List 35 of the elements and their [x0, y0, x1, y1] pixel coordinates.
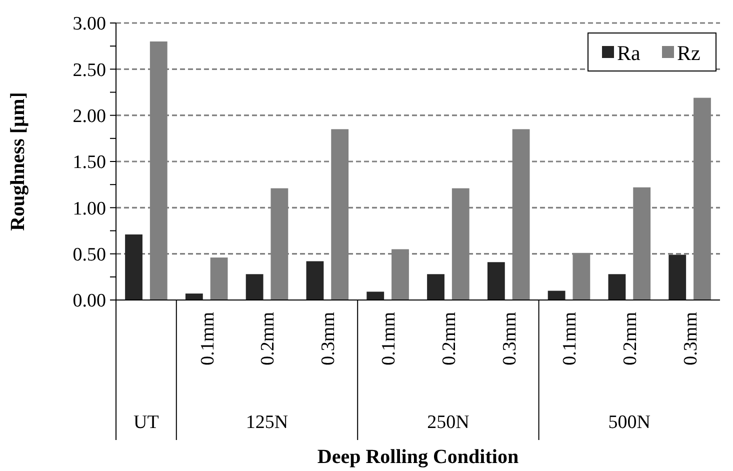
- bar: [668, 254, 686, 300]
- y-tick-label: 0.00: [72, 290, 106, 312]
- y-axis-title: Roughness [µm]: [7, 92, 29, 231]
- x-tick-label: 0.2mm: [438, 312, 460, 366]
- legend-label: Ra: [617, 41, 642, 65]
- bar: [185, 294, 203, 300]
- x-tick-label: 0.1mm: [197, 312, 218, 366]
- x-tick-label: 0.3mm: [318, 312, 340, 366]
- y-tick-label: 1.50: [72, 152, 106, 174]
- bar: [306, 261, 324, 300]
- bar: [427, 274, 444, 300]
- bar: [366, 292, 384, 300]
- text: UT: [134, 412, 160, 433]
- legend-label: Rz: [677, 41, 700, 65]
- x-tick-label: 0.3mm: [499, 312, 520, 366]
- text: 125N: [246, 412, 288, 433]
- x-tick-label: 0.2mm: [620, 312, 642, 366]
- bar: [487, 262, 505, 300]
- x-axis-title: Deep Rolling Condition: [317, 446, 519, 468]
- y-tick-label: 2.50: [72, 60, 106, 81]
- x-tick-label: 0.1mm: [378, 312, 400, 366]
- bar: [246, 274, 264, 300]
- x-tick-label: 0.1mm: [560, 312, 581, 366]
- bar: [548, 290, 566, 300]
- y-tick-label: 0.50: [72, 244, 106, 266]
- x-tick-label: 0.2mm: [258, 312, 279, 366]
- bar: [210, 258, 228, 300]
- bar: [125, 234, 142, 300]
- y-tick-label: 1.00: [72, 198, 106, 220]
- y-tick-label: 3.00: [72, 14, 106, 35]
- bar: [608, 274, 626, 300]
- text: 500N: [608, 412, 651, 433]
- text: 250N: [427, 412, 470, 433]
- x-tick-label: 0.3mm: [680, 312, 702, 366]
- y-tick-label: 2.00: [72, 106, 106, 127]
